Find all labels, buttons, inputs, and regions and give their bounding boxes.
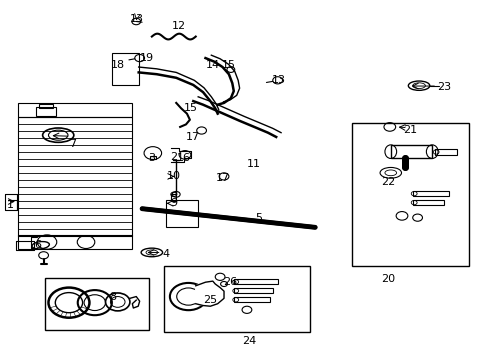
Bar <box>412 201 444 205</box>
Bar <box>150 156 156 159</box>
Text: 3: 3 <box>148 153 155 163</box>
Bar <box>351 123 468 266</box>
Bar <box>39 104 53 108</box>
Bar <box>44 278 149 329</box>
Text: 1: 1 <box>7 200 14 210</box>
Text: 5: 5 <box>255 213 262 222</box>
Text: 21: 21 <box>403 125 416 135</box>
Text: 4: 4 <box>163 248 170 258</box>
Text: 18: 18 <box>110 60 124 70</box>
Text: 15: 15 <box>222 60 235 70</box>
Text: 13: 13 <box>130 14 144 24</box>
Text: 17: 17 <box>186 132 200 142</box>
Text: 24: 24 <box>242 336 256 346</box>
Bar <box>163 266 310 332</box>
Bar <box>171 194 176 201</box>
Bar <box>390 145 431 158</box>
Bar <box>412 191 448 196</box>
Text: 6: 6 <box>34 239 41 249</box>
Text: 22: 22 <box>381 177 395 187</box>
Text: 9: 9 <box>170 198 177 208</box>
Text: 16: 16 <box>176 153 190 163</box>
Bar <box>112 53 139 85</box>
Bar <box>233 279 277 284</box>
Text: 14: 14 <box>205 60 220 70</box>
Text: 19: 19 <box>140 53 154 63</box>
Polygon shape <box>195 281 224 306</box>
Text: 11: 11 <box>247 159 261 169</box>
Text: 12: 12 <box>171 21 185 31</box>
Text: 25: 25 <box>203 295 217 305</box>
Text: 2: 2 <box>170 152 177 162</box>
Bar <box>233 288 272 293</box>
Text: 7: 7 <box>69 139 76 149</box>
Text: 15: 15 <box>183 103 198 113</box>
Text: 26: 26 <box>223 277 237 287</box>
Bar <box>18 235 132 249</box>
Text: 23: 23 <box>436 82 450 92</box>
Text: 10: 10 <box>166 171 181 181</box>
Bar <box>18 103 132 117</box>
Bar <box>166 200 198 226</box>
Text: 13: 13 <box>271 75 285 85</box>
Bar <box>233 297 270 302</box>
Text: 8: 8 <box>109 292 116 302</box>
Text: 17: 17 <box>215 173 229 183</box>
Text: 20: 20 <box>381 274 395 284</box>
Bar <box>18 117 132 235</box>
Bar <box>36 107 56 116</box>
Bar <box>434 149 456 155</box>
